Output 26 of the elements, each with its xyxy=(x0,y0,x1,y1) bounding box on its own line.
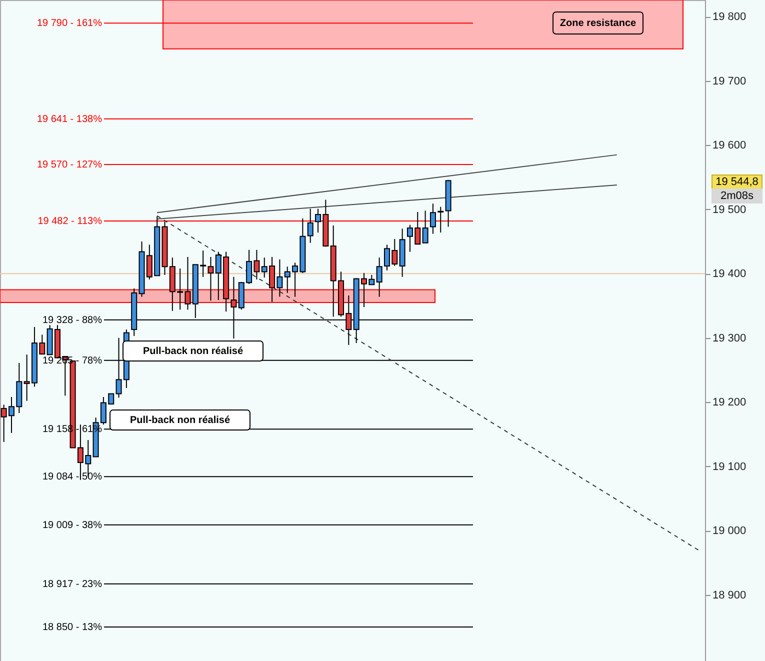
annotation: Pull-back non réalisé xyxy=(142,346,244,357)
ref-line-label: 19 009 - 38% xyxy=(42,520,102,531)
ref-line-label: 18 850 - 13% xyxy=(42,622,102,633)
ref-line-label: 19 482 - 113% xyxy=(38,216,102,227)
annotation: Pull-back non réalisé xyxy=(130,415,230,426)
band-label: Zone resistance xyxy=(560,18,637,29)
ref-line-label: 19 790 - 161% xyxy=(36,18,102,30)
ref-line-label: 19 641 - 138% xyxy=(36,114,102,125)
y-tick-label: 19 200 xyxy=(712,396,746,409)
ref-line-label: 19 328 - 88% xyxy=(42,314,102,326)
y-tick-label: 19 400 xyxy=(712,268,746,280)
y-tick-label: 19 300 xyxy=(712,332,746,344)
y-tick-label: 19 100 xyxy=(712,460,746,473)
y-tick-label: 19 600 xyxy=(712,140,746,152)
y-tick-label: 19 500 xyxy=(712,204,746,216)
y-tick-label: 18 900 xyxy=(712,589,746,602)
ref-line-label: 19 570 - 127% xyxy=(36,159,102,170)
text: 2m08s xyxy=(720,190,754,202)
candlestick xyxy=(422,210,428,244)
ref-line-label: 19 084 - 50% xyxy=(42,472,102,483)
candlestick xyxy=(307,208,314,244)
y-tick-label: 19 000 xyxy=(712,525,746,538)
y-tick-label: 19 800 xyxy=(712,11,746,24)
y-tick-label: 19 700 xyxy=(712,75,746,88)
ref-line-label: 18 917 - 23% xyxy=(42,578,102,590)
text: 19 544,8 xyxy=(716,176,758,188)
